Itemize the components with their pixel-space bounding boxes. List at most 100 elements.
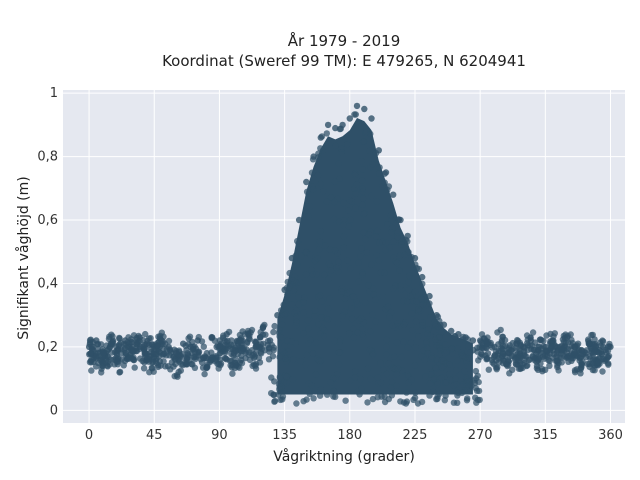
data-point: [131, 364, 138, 371]
data-point: [375, 147, 382, 154]
data-point: [383, 343, 390, 350]
data-point: [529, 329, 537, 336]
data-point: [358, 157, 365, 165]
data-point: [148, 341, 156, 348]
data-point: [359, 166, 366, 173]
data-point: [120, 362, 128, 369]
data-point: [129, 343, 136, 351]
x-axis-label: Vågriktning (grader): [273, 448, 415, 465]
data-point: [407, 293, 414, 300]
data-point: [370, 291, 377, 298]
data-point: [474, 396, 481, 404]
data-point: [372, 318, 379, 325]
data-point: [381, 269, 388, 276]
data-point: [411, 254, 419, 262]
data-point: [442, 341, 449, 348]
data-point: [336, 338, 343, 345]
data-point: [352, 111, 359, 118]
data-point: [122, 337, 129, 344]
data-point: [426, 292, 433, 300]
data-point: [513, 340, 520, 347]
data-point: [250, 351, 258, 358]
data-point: [257, 341, 265, 348]
y-tick-label: 0,2: [37, 340, 58, 355]
data-point: [363, 249, 370, 256]
data-point: [454, 357, 461, 364]
data-point: [402, 400, 410, 407]
data-point: [546, 362, 553, 369]
data-point: [493, 357, 500, 364]
data-point: [312, 371, 320, 378]
data-point: [317, 228, 324, 235]
data-point: [223, 331, 230, 338]
data-point: [175, 368, 182, 376]
data-point: [607, 343, 614, 351]
chart-title-line-2: Koordinat (Sweref 99 TM): E 479265, N 62…: [162, 52, 526, 70]
data-point: [405, 279, 412, 286]
data-point: [491, 352, 499, 359]
data-point: [259, 324, 267, 332]
data-point: [317, 292, 324, 299]
data-point: [278, 321, 286, 328]
data-point: [282, 355, 289, 362]
data-point: [246, 336, 253, 343]
data-point: [359, 188, 366, 195]
data-point: [372, 296, 379, 304]
data-point: [314, 171, 322, 179]
data-point: [347, 216, 354, 223]
data-point: [320, 188, 327, 195]
data-point: [334, 195, 341, 202]
y-tick-label: 0,4: [37, 276, 58, 291]
data-point: [516, 352, 523, 359]
data-point: [305, 380, 313, 387]
data-point: [369, 395, 377, 403]
data-point: [348, 305, 355, 312]
x-tick-label: 360: [598, 428, 623, 443]
data-point: [583, 347, 590, 354]
data-point: [344, 289, 351, 297]
data-point: [99, 362, 106, 369]
data-point: [461, 367, 468, 375]
data-point: [346, 197, 353, 204]
data-point: [338, 285, 346, 292]
data-point: [275, 329, 283, 337]
data-point: [400, 338, 407, 345]
data-point: [427, 314, 434, 321]
data-point: [513, 361, 520, 368]
data-point: [311, 313, 318, 320]
data-point: [350, 293, 357, 300]
data-point: [116, 334, 123, 342]
data-point: [397, 282, 404, 290]
data-point: [353, 298, 360, 305]
data-point: [411, 362, 419, 369]
data-point: [446, 376, 454, 383]
data-point: [165, 343, 172, 351]
data-point: [318, 356, 325, 364]
data-point: [431, 374, 438, 382]
data-point: [306, 203, 314, 210]
data-point: [423, 340, 430, 347]
data-point: [498, 337, 506, 344]
data-point: [317, 180, 325, 188]
data-point: [394, 229, 402, 236]
data-point: [345, 207, 352, 214]
data-point: [558, 354, 565, 361]
data-point: [413, 265, 421, 272]
x-tick-label: 135: [272, 428, 297, 443]
data-point: [288, 301, 296, 308]
data-point: [400, 321, 408, 328]
data-point: [484, 340, 491, 347]
data-point: [128, 338, 135, 346]
data-point: [376, 170, 383, 177]
data-point: [362, 235, 369, 243]
data-point: [331, 247, 339, 254]
data-point: [412, 389, 419, 396]
data-point: [300, 309, 307, 316]
data-point: [591, 367, 598, 374]
data-point: [551, 330, 558, 337]
data-point: [136, 334, 143, 341]
data-point: [171, 356, 179, 363]
data-point: [433, 312, 440, 319]
data-point: [305, 325, 312, 332]
data-point: [335, 160, 342, 167]
